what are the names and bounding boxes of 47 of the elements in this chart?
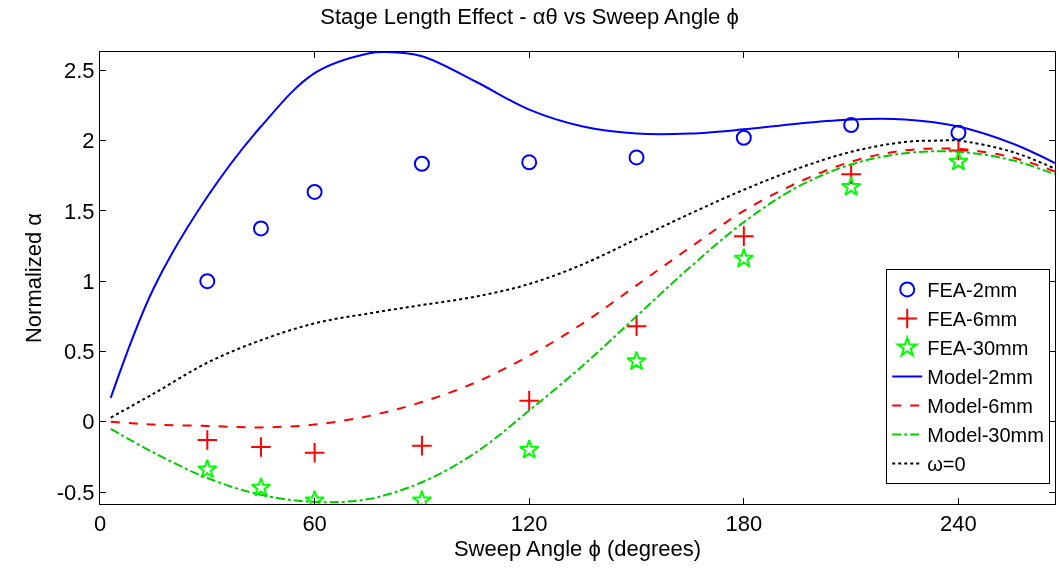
point (252, 220, 269, 237)
y-tick-label: 1.5 (64, 198, 95, 224)
x-tick-label: 60 (302, 511, 327, 537)
point (413, 155, 430, 172)
point (518, 439, 540, 459)
legend-label: FEA-30mm (927, 337, 1029, 360)
x-tick-label: 120 (510, 511, 548, 537)
x-tick-label: 180 (725, 511, 763, 537)
point (521, 154, 538, 171)
point (733, 247, 755, 268)
point (199, 273, 216, 290)
chart-title: Stage Length Effect - αθ vs Sweep Angle ϕ (320, 4, 739, 30)
y-tick-label: 0.5 (64, 339, 95, 365)
y-tick-label: -0.5 (56, 479, 95, 505)
y-tick-label: 2.5 (64, 57, 95, 83)
point (628, 149, 645, 166)
point (626, 350, 647, 371)
x-axis-title: Sweep Angle ϕ (degrees) (453, 536, 702, 562)
point (625, 315, 648, 337)
point (733, 225, 755, 247)
point (950, 124, 967, 141)
legend-label: Model-6mm (927, 395, 1033, 418)
y-tick-label: 0 (82, 409, 95, 435)
y-tick-label: 2 (82, 128, 95, 154)
legend-label: FEA-2mm (927, 279, 1018, 302)
point (250, 436, 272, 458)
point (735, 129, 752, 146)
line-series (109, 150, 1055, 504)
point (518, 389, 541, 412)
y-tick-label: 1 (82, 268, 95, 294)
line-series (109, 52, 1055, 399)
legend-label: Model-2mm (927, 366, 1033, 389)
y-axis-title: Normalized α (21, 212, 47, 344)
x-tick-label: 240 (940, 511, 977, 537)
point (196, 458, 218, 479)
point (948, 150, 969, 171)
point (411, 434, 433, 457)
point (250, 477, 272, 497)
point (303, 441, 326, 464)
legend-label: Model-30mm (927, 424, 1044, 447)
point (840, 163, 862, 186)
point (843, 117, 860, 134)
legend-label: FEA-6mm (927, 308, 1018, 331)
point (306, 183, 323, 200)
legend-label: ω=0 (927, 453, 966, 476)
point (840, 176, 862, 196)
point (196, 429, 219, 451)
